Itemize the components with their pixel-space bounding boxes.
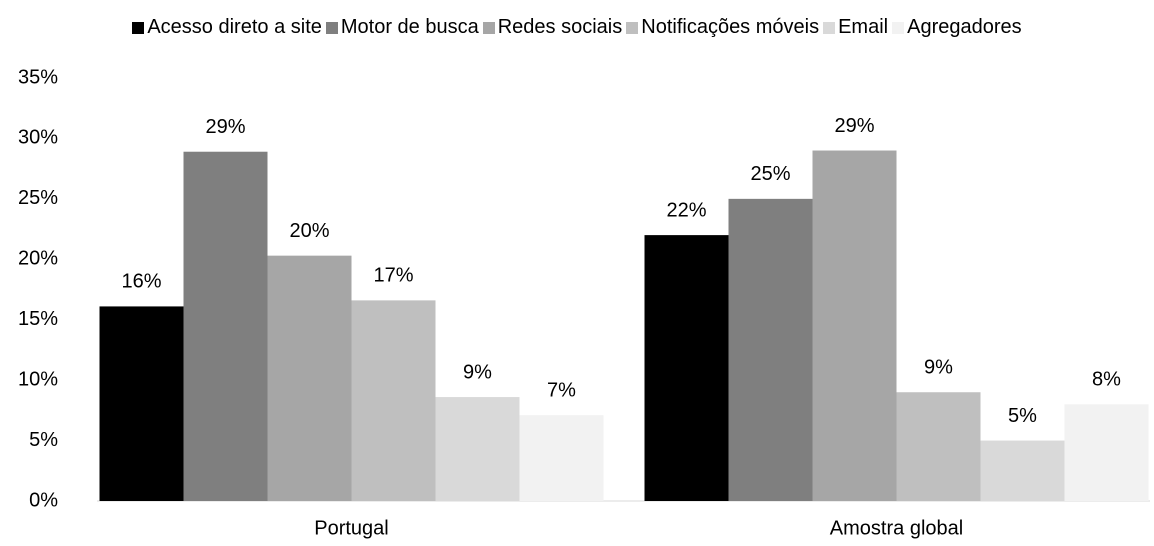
data-label: 16% (121, 271, 161, 293)
data-label: 9% (924, 357, 953, 379)
bar (980, 440, 1065, 501)
data-label: 29% (205, 116, 245, 138)
data-label: 5% (1008, 405, 1037, 427)
bar (896, 392, 981, 501)
legend-label: Redes sociais (497, 16, 623, 38)
bar (351, 300, 436, 501)
legend-swatch (325, 21, 338, 34)
y-tick-label: 20% (18, 248, 58, 270)
data-label: 29% (834, 115, 874, 137)
legend-swatch (482, 21, 495, 34)
y-tick-label: 30% (18, 127, 58, 149)
legend-item: Acesso direto a site (132, 16, 322, 39)
data-label: 20% (289, 220, 329, 242)
legend-item: Agregadores (892, 16, 1022, 39)
legend-label: Agregadores (907, 16, 1022, 38)
bar (519, 415, 604, 501)
bar (99, 306, 184, 501)
bar (1064, 404, 1149, 501)
legend-swatch (892, 21, 905, 34)
x-tick-label: Portugal (314, 517, 389, 539)
data-label: 8% (1092, 369, 1121, 391)
y-tick-label: 10% (18, 368, 58, 390)
legend-label: Notificações móveis (641, 16, 820, 38)
legend: Acesso direto a site Motor de busca Redes … (0, 16, 1154, 39)
y-tick-label: 15% (18, 308, 58, 330)
legend-item: Notificações móveis (626, 16, 819, 39)
data-label: 17% (373, 265, 413, 287)
bar (183, 151, 268, 502)
y-tick-label: 25% (18, 187, 58, 209)
bar (644, 235, 729, 501)
legend-item: Email (823, 16, 888, 39)
y-tick-label: 5% (29, 429, 58, 451)
data-label: 9% (463, 361, 492, 383)
x-tick-label: Amostra global (830, 517, 963, 539)
legend-swatch (132, 21, 145, 34)
legend-swatch (626, 21, 639, 34)
legend-label: Motor de busca (340, 16, 479, 38)
legend-label: Acesso direto a site (147, 16, 322, 38)
data-label: 7% (547, 379, 576, 401)
bar (267, 255, 352, 501)
legend-item: Motor de busca (325, 16, 479, 39)
data-label: 25% (750, 163, 790, 185)
legend-label: Email (838, 16, 889, 38)
legend-item: Redes sociais (482, 16, 623, 39)
bar (728, 198, 813, 501)
legend-swatch (823, 21, 836, 34)
bar (812, 150, 897, 501)
data-label: 22% (666, 199, 706, 221)
y-tick-label: 0% (29, 489, 58, 511)
y-tick-label: 35% (18, 66, 58, 88)
bar (435, 397, 520, 501)
